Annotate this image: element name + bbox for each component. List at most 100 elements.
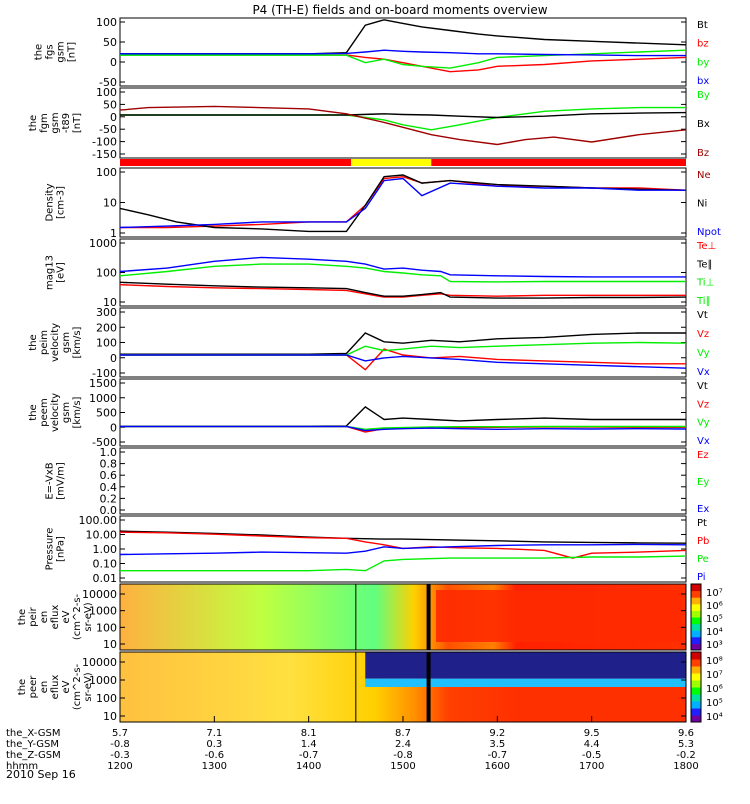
y-tick-label: 0 xyxy=(110,421,117,434)
y-tick-label: 0 xyxy=(110,352,117,365)
legend-vz: Vz xyxy=(697,329,709,340)
y-axis-label: mag13 xyxy=(45,255,56,290)
series-bx xyxy=(120,111,687,119)
x-axis-row-label: the_X-GSM xyxy=(6,728,60,739)
panel-pressure: 100.00 10.001.00 0.100.01 Pressure [nPa] Pt Pb… xyxy=(45,514,710,585)
legend-vy: Vy xyxy=(697,418,710,429)
y-tick-label: 100 xyxy=(96,16,117,29)
y-tick-label: 0 xyxy=(110,111,117,124)
y-tick-label: -150 xyxy=(92,148,117,161)
series-vz xyxy=(120,348,686,371)
series-bt xyxy=(120,19,687,55)
series-te xyxy=(119,281,687,299)
y-axis-label: sr-eV) xyxy=(83,602,94,631)
legend-pt: Pt xyxy=(697,518,707,529)
x-axis-value: 2.4 xyxy=(395,739,411,750)
colorbar-cell-7 xyxy=(691,666,701,674)
panel-velocity_peim: 300 200 100 0 -100 the peim velocity gsm [km/s] Vt… xyxy=(28,306,710,380)
y-tick-label: 10 xyxy=(103,710,117,723)
series-bx xyxy=(120,49,686,57)
x-axis-value: 9.6 xyxy=(678,728,694,739)
y-axis-label: gsm xyxy=(61,332,72,353)
x-axis-value: -0.8 xyxy=(110,739,130,750)
colorbar-cell-1 xyxy=(691,636,701,644)
y-axis-label: gsm xyxy=(50,112,61,133)
x-axis-value: -0.2 xyxy=(676,750,696,761)
y-axis-label: Pressure xyxy=(45,528,56,571)
heatmap-mid-band xyxy=(365,678,686,687)
y-tick-label: 0.6 xyxy=(100,469,118,482)
legend-vy: Vy xyxy=(697,348,710,359)
status-segment-2 xyxy=(431,159,686,166)
colorbar-cell-0 xyxy=(691,715,701,723)
x-axis-row-label: the_Z-GSM xyxy=(6,750,61,761)
legend-ti: Ti∥ xyxy=(696,296,711,307)
colorbar-label: 10³ xyxy=(706,640,723,651)
y-tick-label: 500 xyxy=(96,407,117,420)
y-tick-label: 0.0 xyxy=(100,504,118,517)
series-npot xyxy=(119,177,686,229)
x-axis-group: the_X-GSM 5.7 7.1 8.1 8.7 9.2 9.5 9.6 the_Y-GSM -… xyxy=(6,716,699,772)
y-tick-label: 0.2 xyxy=(100,492,118,505)
y-tick-label: 1500 xyxy=(89,377,117,390)
date-label: 2010 Sep 16 xyxy=(6,768,76,781)
y-tick-label: 10000 xyxy=(82,588,117,601)
panel-frame xyxy=(119,87,687,159)
heatmap-high-energy-band xyxy=(365,652,686,679)
x-axis-value: 9.5 xyxy=(584,728,600,739)
y-tick-label: 0 xyxy=(110,56,117,69)
y-tick-label: 0.4 xyxy=(100,481,118,494)
colorbar-cell-6 xyxy=(691,673,701,681)
x-axis-value: 1400 xyxy=(296,761,321,772)
panel-frame xyxy=(119,378,687,447)
y-axis-label: en xyxy=(39,681,50,694)
panel-frame xyxy=(119,447,687,515)
y-axis-label: eflux xyxy=(50,605,61,630)
colorbar-cell-5 xyxy=(691,680,701,688)
x-axis-value: -0.5 xyxy=(582,750,602,761)
y-tick-label: 100 xyxy=(96,166,117,179)
x-axis-value: 0.3 xyxy=(206,739,222,750)
y-axis-label: peer xyxy=(28,675,39,699)
y-tick-label: -50 xyxy=(99,123,117,136)
x-axis-value: 1200 xyxy=(107,761,132,772)
legend-vz: Vz xyxy=(697,399,709,410)
y-tick-label: 1.00 xyxy=(93,543,118,556)
colorbar-label: 10⁷ xyxy=(706,588,723,599)
colorbar-label: 10⁴ xyxy=(706,627,723,638)
series-by xyxy=(120,106,686,131)
x-axis-value: 1700 xyxy=(579,761,604,772)
y-tick-label: 100.00 xyxy=(79,514,118,527)
x-axis-row-label: hhmm xyxy=(6,761,38,772)
y-axis-label: [cm-3] xyxy=(56,186,67,219)
legend-vt: Vt xyxy=(697,381,708,392)
legend-npot: Npot xyxy=(697,227,721,238)
y-tick-label: 100 xyxy=(96,692,117,705)
y-axis-label: [mV/m] xyxy=(56,462,67,500)
y-tick-label: 10 xyxy=(103,638,117,651)
colorbar-cell-3 xyxy=(691,694,701,702)
x-axis-value: 1800 xyxy=(673,761,698,772)
x-axis-value: -0.7 xyxy=(299,750,319,761)
y-axis-label: gsm xyxy=(56,41,67,62)
legend-vx: Vx xyxy=(697,436,710,447)
y-axis-label: Density xyxy=(45,183,56,221)
y-tick-label: -100 xyxy=(92,136,117,149)
legend-pb: Pb xyxy=(697,536,709,547)
status-segment-0 xyxy=(120,159,352,166)
series-vy xyxy=(120,341,687,356)
y-tick-label: 1000 xyxy=(89,392,117,405)
plot-title: P4 (TH-E) fields and on-board moments ov… xyxy=(252,3,547,17)
y-tick-label: -50 xyxy=(99,76,117,89)
series-by xyxy=(120,49,687,69)
colorbar-frame xyxy=(690,651,702,723)
y-axis-label: E=-VxB xyxy=(45,462,56,499)
series-ni xyxy=(119,174,687,233)
x-axis-value: 9.2 xyxy=(489,728,505,739)
x-axis-value: 1.4 xyxy=(301,739,317,750)
legend-by: by xyxy=(697,57,709,68)
legend-ti: Ti⊥ xyxy=(696,278,714,289)
x-axis-value: 5.3 xyxy=(678,739,694,750)
series-vx xyxy=(120,354,687,369)
